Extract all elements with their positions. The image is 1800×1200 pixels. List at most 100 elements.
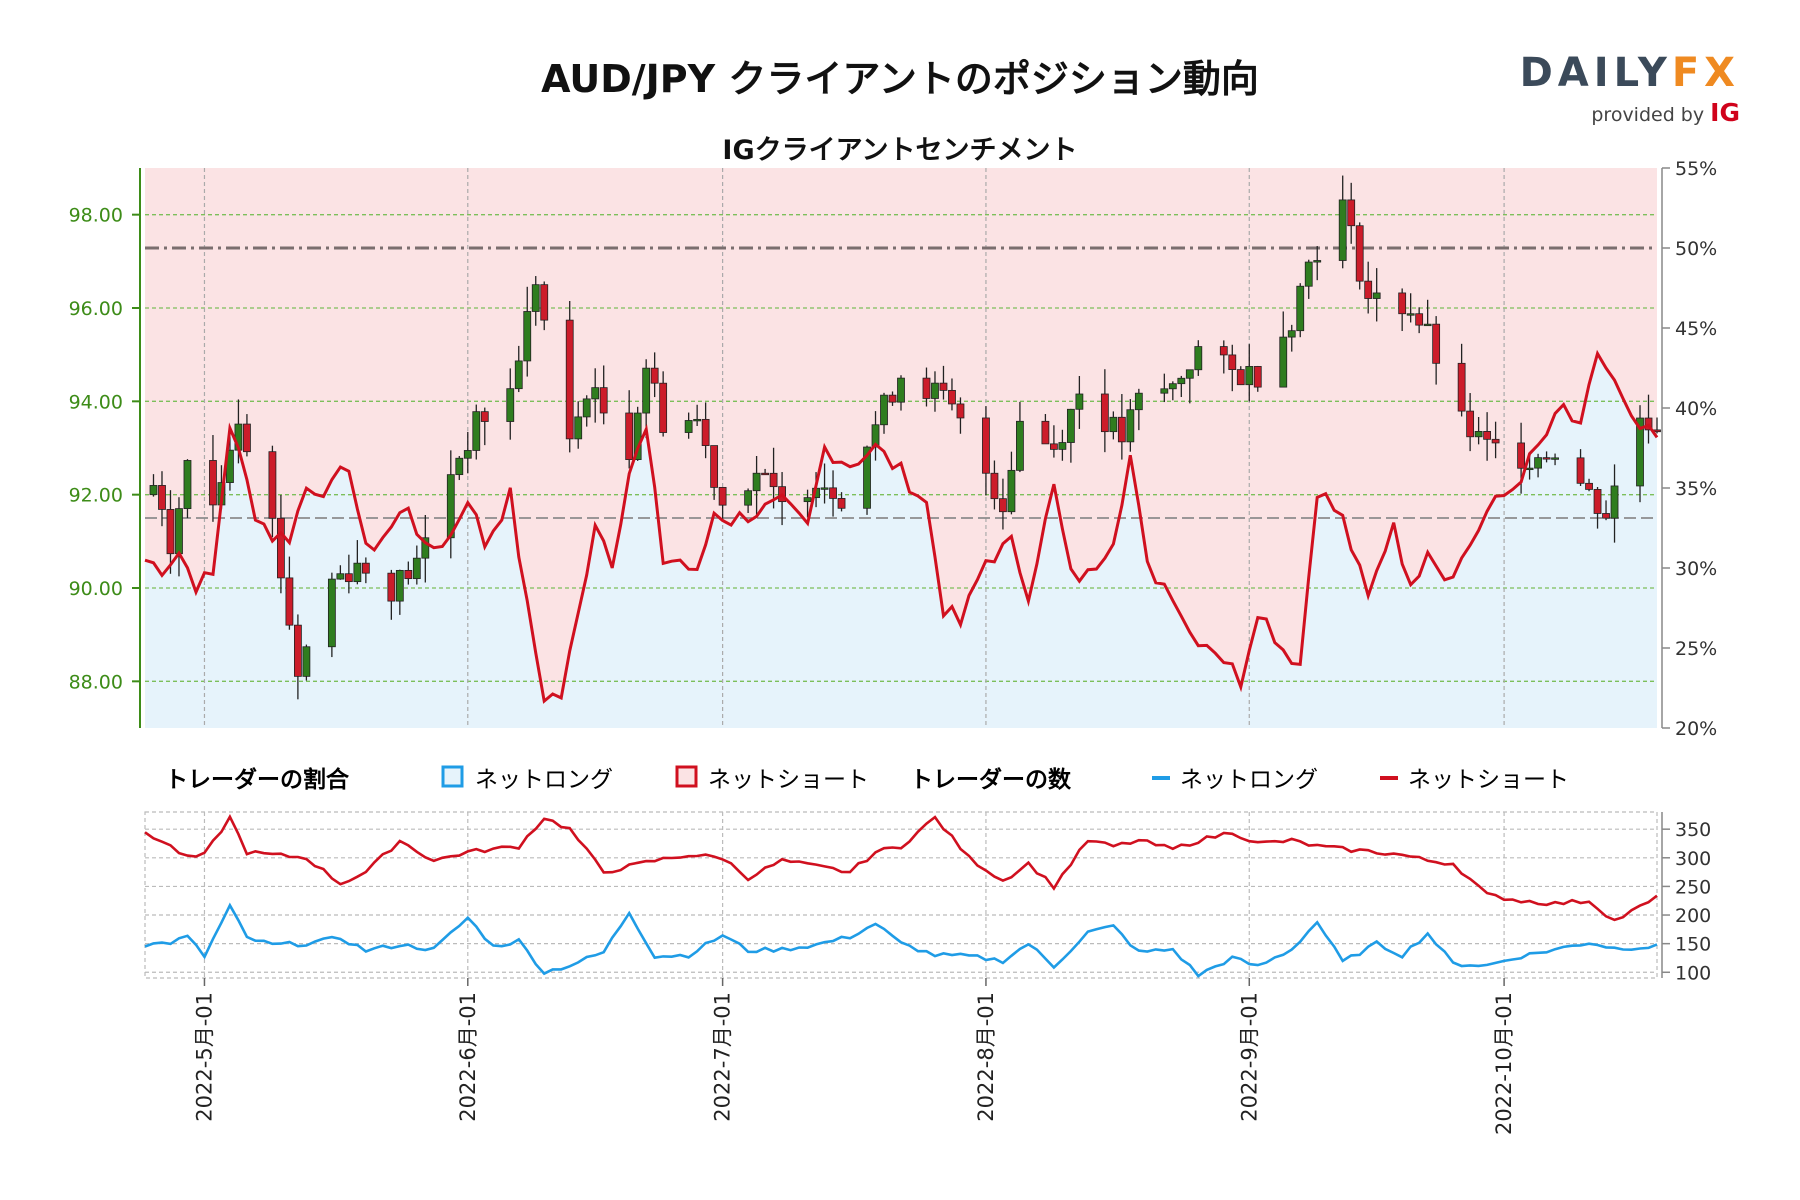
- price-tick-label: 92.00: [69, 485, 123, 507]
- candle-up: [1534, 457, 1542, 469]
- candle-up: [1287, 330, 1296, 338]
- candle-down: [1100, 393, 1109, 433]
- candle-up: [302, 646, 311, 677]
- candle-up: [1304, 261, 1313, 287]
- candle-down: [1517, 442, 1525, 469]
- candle-up: [1551, 457, 1559, 460]
- candle-up: [1474, 431, 1483, 438]
- candle-down: [659, 382, 668, 433]
- candle-down: [1593, 489, 1602, 514]
- candle-up: [931, 382, 939, 399]
- candle-down: [1576, 457, 1585, 484]
- candle-up: [421, 537, 430, 559]
- logo-daily: DAILY: [1519, 50, 1672, 96]
- price-tick-label: 98.00: [69, 205, 123, 227]
- candle-up: [412, 557, 421, 580]
- candle-up: [871, 424, 880, 448]
- count-tick-label: 300: [1675, 848, 1711, 870]
- candle-down: [1398, 292, 1407, 315]
- pct-tick-label: 45%: [1675, 318, 1717, 340]
- candle-up: [175, 508, 183, 555]
- candle-down: [1491, 438, 1500, 444]
- pct-tick-label: 30%: [1675, 558, 1717, 580]
- candle-up: [531, 284, 540, 312]
- candle-down: [387, 572, 396, 602]
- x-tick-label: 2022-10月-01: [1492, 992, 1516, 1135]
- candle-up: [1168, 383, 1177, 390]
- x-tick-label: 2022-9月-01: [1237, 992, 1261, 1122]
- count-tick-label: 350: [1675, 819, 1711, 841]
- candle-down: [939, 382, 948, 391]
- candle-down: [209, 460, 217, 506]
- candle-down: [1457, 362, 1466, 412]
- candle-down: [718, 486, 727, 506]
- candle-down: [268, 451, 277, 519]
- legend-ratio-short-label: ネットショート: [708, 767, 869, 793]
- candle-up: [1134, 392, 1143, 411]
- candle-up: [1058, 442, 1067, 450]
- count-tick-label: 150: [1675, 934, 1711, 956]
- count-panel: 100 150 200 250 300 350 2022-5月-01 2022-6月-01 20…: [144, 811, 1711, 1135]
- chart-title: AUD/JPY クライアントのポジション動向: [541, 57, 1259, 101]
- candle-down: [888, 394, 897, 403]
- candle-up: [455, 457, 464, 476]
- candle-down: [837, 498, 846, 509]
- candle-up: [514, 360, 523, 390]
- candle-down: [922, 377, 931, 399]
- price-tick-label: 90.00: [69, 578, 123, 600]
- candle-up: [863, 446, 871, 509]
- candle-up: [693, 418, 702, 422]
- count-frame: [144, 811, 1658, 979]
- count-tick-label: 200: [1675, 905, 1711, 927]
- candle-down: [956, 403, 965, 419]
- candle-up: [149, 485, 158, 496]
- logo-wordmark: DAILYFX: [1520, 50, 1740, 96]
- candle-up: [1075, 393, 1084, 410]
- candle-up: [472, 411, 481, 451]
- candle-up: [897, 377, 905, 403]
- candle-up: [803, 497, 812, 503]
- candle-down: [1415, 313, 1424, 326]
- candle-up: [395, 569, 404, 602]
- candle-down: [650, 367, 659, 384]
- candle-down: [761, 472, 769, 476]
- candle-up: [582, 398, 591, 418]
- legend-count-heading: トレーダーの数: [910, 766, 1072, 793]
- candle-down: [565, 319, 574, 440]
- candle-up: [1160, 388, 1169, 394]
- candle-up: [574, 416, 583, 440]
- legend: トレーダーの割合 ネットロング ネットショート トレーダーの数 ネットロング ネットショー…: [165, 765, 1569, 793]
- candle-down: [480, 411, 489, 422]
- candle-up: [183, 460, 192, 510]
- candle-up: [523, 311, 532, 362]
- candle-up: [1185, 369, 1194, 379]
- candle-down: [769, 472, 778, 488]
- candle-up: [744, 490, 753, 506]
- candle-down: [990, 472, 999, 500]
- candle-up: [633, 412, 642, 460]
- price-tick-label: 94.00: [69, 391, 123, 413]
- candle-up: [1338, 199, 1347, 261]
- candle-up: [1372, 292, 1381, 299]
- price-panel: 88.00 90.00 92.00 94.00 96.00 98.00 20% 25% 30% 3…: [69, 158, 1718, 740]
- candle-up: [1610, 485, 1619, 519]
- candle-up: [1177, 377, 1186, 385]
- x-tick-label: 2022-7月-01: [711, 992, 735, 1122]
- candle-down: [1117, 416, 1126, 443]
- candle-up: [752, 472, 761, 492]
- candle-up: [353, 562, 362, 583]
- candle-down: [599, 387, 608, 414]
- candle-down: [948, 389, 956, 405]
- candle-down: [285, 577, 294, 626]
- x-tick-label: 2022-5月-01: [192, 992, 216, 1122]
- price-tick-label: 88.00: [69, 671, 123, 693]
- candle-down: [1253, 366, 1262, 388]
- candle-down: [158, 485, 166, 510]
- x-tick-label: 2022-6月-01: [456, 992, 480, 1122]
- candle-up: [1016, 420, 1024, 471]
- candle-up: [1109, 416, 1118, 433]
- candle-down: [982, 417, 990, 474]
- pct-tick-label: 55%: [1675, 158, 1717, 180]
- candle-down: [1347, 199, 1356, 227]
